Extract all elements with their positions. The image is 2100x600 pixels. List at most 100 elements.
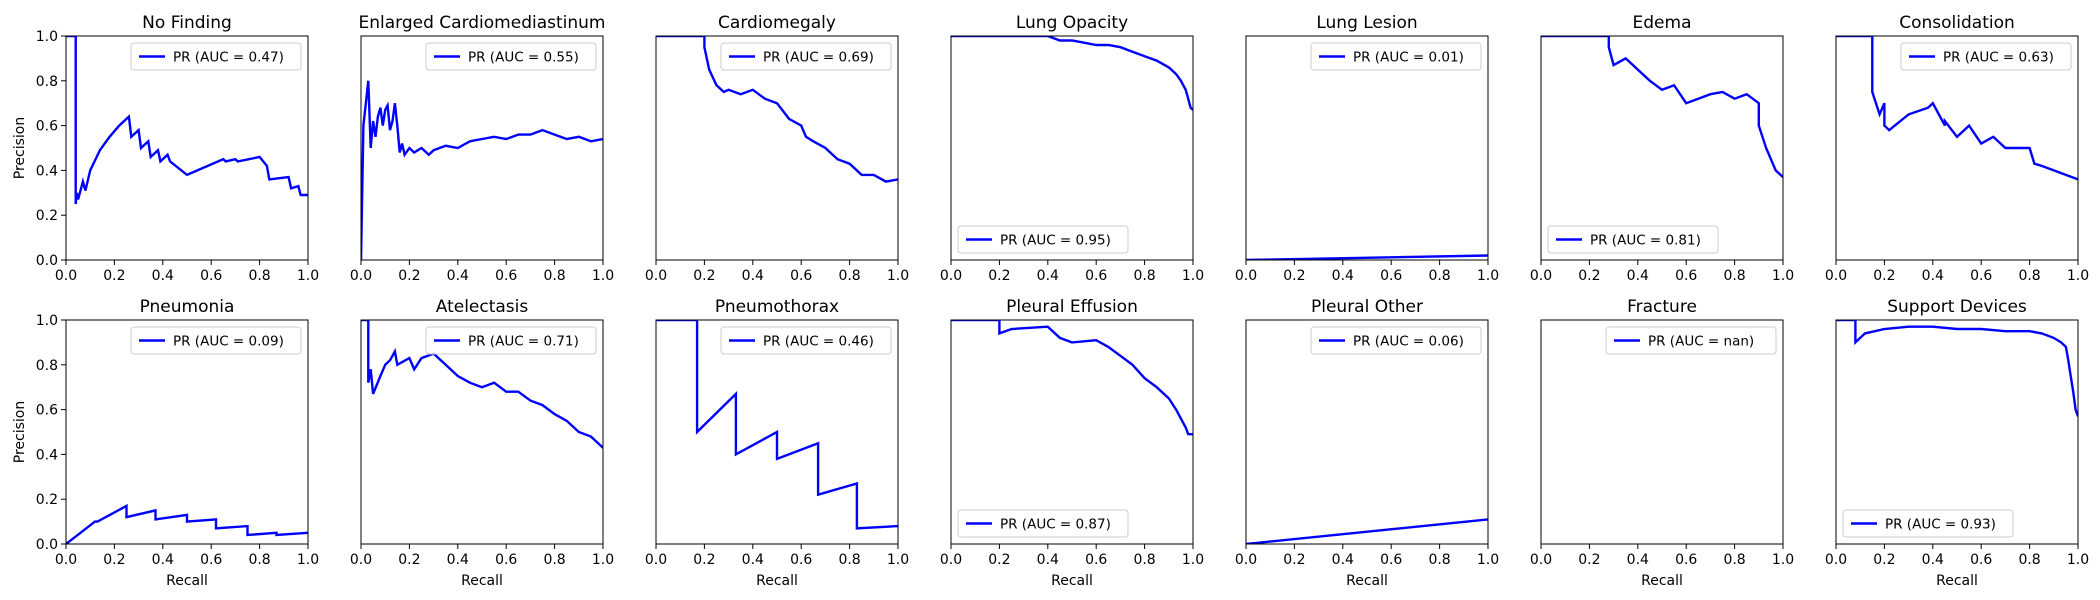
x-tick-label: 1.0: [1772, 552, 1794, 568]
x-tick-label: 0.8: [543, 552, 565, 568]
x-tick-label: 0.6: [1380, 552, 1402, 568]
legend-box: [1310, 42, 1482, 71]
plot-frame: [1835, 35, 2079, 261]
x-tick-label: 1.0: [297, 552, 319, 568]
y-tick-label: 0.2: [36, 492, 58, 508]
x-tick-label: 1.0: [297, 268, 319, 284]
legend-label: PR (AUC = 0.09): [173, 334, 284, 350]
plot-frame: [950, 319, 1194, 545]
x-tick-label: 0.2: [693, 552, 715, 568]
pr-curve: [951, 36, 1193, 111]
x-tick-label: 0.0: [645, 268, 667, 284]
pr-curve: [656, 320, 898, 530]
legend-label: PR (AUC = 0.87): [1000, 517, 1111, 533]
plot-frame: [655, 319, 899, 545]
x-tick-label: 0.0: [1235, 268, 1257, 284]
x-tick-label: 0.4: [1627, 552, 1649, 568]
y-tick-label: 0.0: [36, 537, 58, 553]
legend-label: PR (AUC = 0.95): [1000, 233, 1111, 249]
x-tick-label: 0.6: [495, 552, 517, 568]
plot-frame: [1245, 35, 1489, 261]
subplot-lung-opacity: Lung Opacity 0.0 0.2 0.4 0.6 0.8 1.0 PR (AUC = …: [940, 13, 1204, 284]
x-tick-label: 0.2: [1578, 268, 1600, 284]
legend: PR (AUC = 0.93): [1842, 509, 2014, 538]
x-axis-label: Recall: [756, 573, 798, 589]
x-tick-label: 1.0: [2067, 268, 2089, 284]
legend: PR (AUC = 0.09): [130, 326, 302, 355]
x-tick-label: 0.6: [200, 268, 222, 284]
plot-frame: [655, 35, 899, 261]
legend-label: PR (AUC = 0.71): [468, 334, 579, 350]
pr-curve: [361, 320, 603, 449]
subplot-edema: Edema 0.0 0.2 0.4 0.6 0.8 1.0 PR (AUC = 0.81): [1530, 13, 1794, 284]
x-tick-label: 1.0: [1182, 268, 1204, 284]
x-tick-label: 0.0: [1825, 552, 1847, 568]
x-tick-label: 0.6: [495, 268, 517, 284]
x-axis-label: Recall: [1936, 573, 1978, 589]
x-tick-label: 1.0: [887, 268, 909, 284]
subplot-no-finding: No Finding 0.0 0.2 0.4 0.6 0.8 1.0 0.0 0.2 0.4 0.6…: [12, 13, 319, 284]
subplot-title: Lung Opacity: [1016, 13, 1128, 33]
x-axis-label: Recall: [166, 573, 208, 589]
subplot-title: Edema: [1633, 13, 1692, 33]
x-tick-label: 0.4: [1037, 552, 1059, 568]
legend-box: [425, 326, 597, 355]
legend: PR (AUC = 0.55): [425, 42, 597, 71]
y-tick-label: 0.8: [36, 358, 58, 374]
x-tick-label: 0.6: [200, 552, 222, 568]
subplot-support-devices: Support Devices 0.0 0.2 0.4 0.6 0.8 1.0 Recall P…: [1825, 297, 2089, 589]
x-tick-label: 0.4: [1332, 552, 1354, 568]
legend-box: [1900, 42, 2072, 71]
subplot-title: Pneumonia: [140, 297, 235, 317]
subplot-pleural-other: Pleural Other 0.0 0.2 0.4 0.6 0.8 1.0 Recall PR …: [1235, 297, 1499, 589]
legend-label: PR (AUC = 0.06): [1353, 334, 1464, 350]
x-tick-label: 0.4: [447, 552, 469, 568]
plot-frame: [360, 319, 604, 545]
x-tick-label: 0.8: [1133, 268, 1155, 284]
legend: PR (AUC = 0.95): [957, 225, 1129, 254]
legend: PR (AUC = 0.46): [720, 326, 892, 355]
plot-frame: [65, 319, 309, 545]
x-tick-label: 0.0: [350, 268, 372, 284]
x-tick-label: 0.2: [988, 268, 1010, 284]
x-tick-label: 0.4: [1332, 268, 1354, 284]
plot-frame: [360, 35, 604, 261]
subplot-title: Cardiomegaly: [718, 13, 836, 33]
subplot-enlarged-cardiomediastinum: Enlarged Cardiomediastinum 0.0 0.2 0.4 0.6 0.…: [350, 13, 614, 284]
y-tick-label: 0.6: [36, 403, 58, 419]
y-tick-label: 1.0: [36, 313, 58, 329]
x-tick-label: 0.6: [790, 268, 812, 284]
x-tick-label: 0.8: [248, 268, 270, 284]
subplot-title: Support Devices: [1887, 297, 2027, 317]
legend: PR (AUC = 0.06): [1310, 326, 1482, 355]
plot-frame: [1540, 319, 1784, 545]
x-tick-label: 0.4: [1627, 268, 1649, 284]
legend: PR (AUC = 0.47): [130, 42, 302, 71]
pr-curve: [1246, 254, 1488, 260]
y-tick-label: 0.8: [36, 74, 58, 90]
pr-curve: [1836, 320, 2078, 417]
x-tick-label: 1.0: [1772, 268, 1794, 284]
x-tick-label: 0.2: [398, 268, 420, 284]
x-tick-label: 0.2: [1283, 552, 1305, 568]
x-tick-label: 0.8: [2018, 552, 2040, 568]
x-axis-label: Recall: [1346, 573, 1388, 589]
pr-curve: [1541, 36, 1783, 178]
x-tick-label: 0.0: [55, 552, 77, 568]
x-tick-label: 0.8: [1723, 268, 1745, 284]
x-tick-label: 1.0: [1182, 552, 1204, 568]
legend: PR (AUC = 0.69): [720, 42, 892, 71]
x-tick-label: 0.4: [152, 268, 174, 284]
x-tick-label: 0.4: [152, 552, 174, 568]
subplot-title: Atelectasis: [436, 297, 529, 317]
x-tick-label: 0.6: [1970, 268, 1992, 284]
x-tick-label: 0.6: [1085, 268, 1107, 284]
legend-label: PR (AUC = 0.55): [468, 50, 579, 66]
x-tick-label: 1.0: [592, 552, 614, 568]
pr-curve: [1246, 518, 1488, 544]
legend-label: PR (AUC = 0.46): [763, 334, 874, 350]
y-tick-label: 0.4: [36, 163, 58, 179]
legend-box: [720, 326, 892, 355]
legend-box: [1310, 326, 1482, 355]
subplot-title: Lung Lesion: [1316, 13, 1417, 33]
